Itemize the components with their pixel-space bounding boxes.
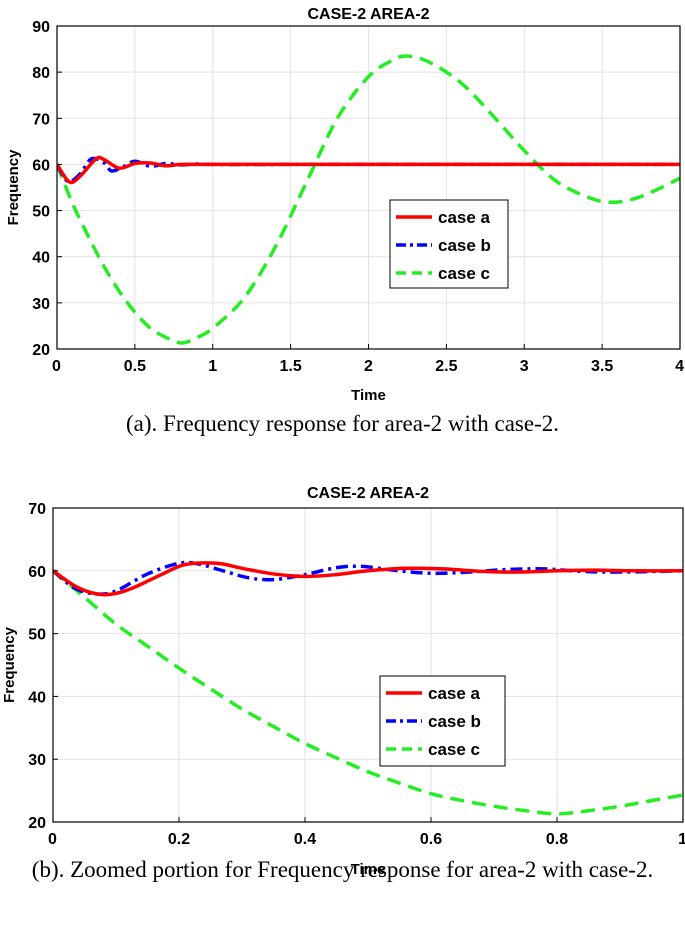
legend-label-case-c: case c [428,740,480,759]
x-tick-label: 1.5 [280,358,302,375]
series-line-case-c [53,569,683,816]
x-tick-label: 2.5 [435,358,457,375]
legend-label-case-b: case b [428,712,481,731]
legend-label-case-a: case a [438,208,491,227]
y-tick-label: 50 [32,204,50,221]
x-tick-label: 0.4 [294,831,316,848]
legend-label-case-a: case a [428,684,481,703]
x-axis-label: Time [351,861,386,878]
x-tick-label: 0.5 [124,358,146,375]
chart-title: CASE-2 AREA-2 [307,485,429,502]
x-tick-label: 3 [520,358,529,375]
y-axis-label: Frequency [5,149,22,226]
y-tick-label: 60 [28,564,46,581]
y-tick-label: 40 [28,689,46,706]
y-tick-label: 80 [32,65,50,82]
x-tick-label: 0 [52,358,61,375]
y-tick-label: 20 [32,342,50,359]
plot-area [53,508,683,822]
y-tick-label: 90 [32,19,50,36]
caption-b: (b). Zoomed portion for Frequency respon… [31,857,654,882]
chart-title: CASE-2 AREA-2 [307,6,429,23]
series-line-case-c [57,54,680,345]
chart-b: 0 0.2 0.4 0.6 0.8 1 20 30 40 50 60 70 CASE-2 AREA-2 T… [1,485,685,878]
legend: case a case b case c [379,675,506,767]
y-axis-label: Frequency [1,626,18,703]
x-tick-label: 2 [364,358,373,375]
y-tick-label: 30 [32,296,50,313]
legend: case a case b case c [389,199,509,289]
legend-label-case-b: case b [438,236,491,255]
x-tick-label: 0 [48,831,57,848]
legend-box [389,199,509,289]
y-tick-label: 60 [32,157,50,174]
y-tick-label: 70 [32,111,50,128]
caption-a: (a). Frequency response for area-2 with … [126,411,559,436]
x-tick-label: 4 [675,358,684,375]
x-tick-label: 1 [208,358,217,375]
series-line-case-a [53,561,683,597]
x-tick-label: 3.5 [591,358,613,375]
x-tick-label: 0.6 [420,831,442,848]
axes-box [52,507,684,823]
series-group [53,560,683,816]
chart-a: 0 0.5 1 1.5 2 2.5 3 3.5 4 20 30 40 50 60 70 80 90 CASE-2 … [5,6,684,404]
y-tick-label: 30 [28,752,46,769]
x-tick-label: 0.8 [546,831,568,848]
x-axis-label: Time [351,387,386,404]
x-tick-label: 0.2 [168,831,190,848]
y-tick-label: 70 [28,501,46,518]
y-tick-label: 20 [28,815,46,832]
series-line-case-a [57,155,680,185]
series-line-case-b [53,560,683,596]
series-group [57,54,680,345]
legend-label-case-c: case c [438,264,490,283]
x-tick-label: 1 [678,831,685,848]
y-tick-label: 40 [32,250,50,267]
y-tick-label: 50 [28,627,46,644]
